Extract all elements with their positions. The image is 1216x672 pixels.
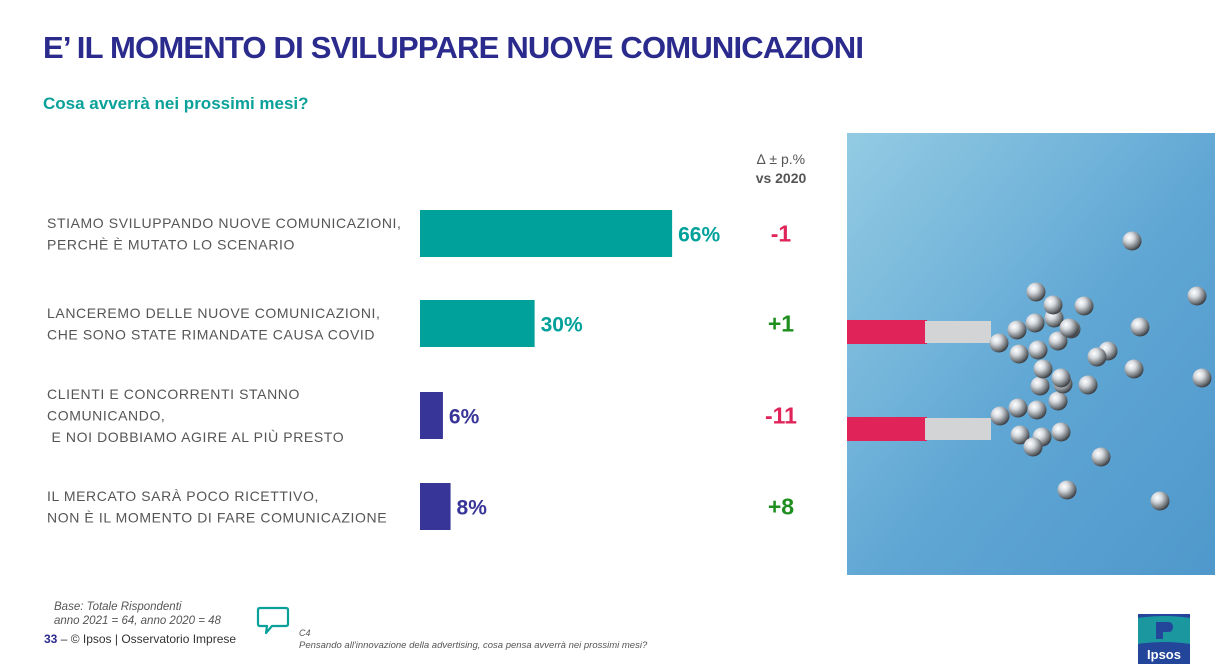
footer: 33 – © Ipsos | Osservatorio Imprese bbox=[44, 632, 236, 646]
metal-ball bbox=[1059, 318, 1079, 338]
magnet-photo bbox=[847, 133, 1215, 575]
metal-ball bbox=[1048, 331, 1068, 351]
delta-value: +8 bbox=[768, 494, 794, 520]
metal-ball bbox=[1007, 320, 1027, 340]
page-title: E’ IL MOMENTO DI SVILUPPARE NUOVE COMUNI… bbox=[43, 30, 864, 65]
metal-ball bbox=[1027, 400, 1047, 420]
metal-ball bbox=[1010, 425, 1030, 445]
category-label: IL MERCATO SARÀ POCO RICETTIVO, NON È IL … bbox=[47, 488, 387, 526]
delta-value: -1 bbox=[771, 221, 792, 247]
metal-ball bbox=[1023, 437, 1043, 457]
data-label: 6% bbox=[449, 406, 480, 429]
category-label: LANCEREMO DELLE NUOVE COMUNICAZIONI, CHE … bbox=[47, 305, 381, 343]
bar-chart: STIAMO SVILUPPANDO NUOVE COMUNICAZIONI, P… bbox=[47, 210, 797, 530]
metal-ball bbox=[1150, 491, 1170, 511]
base-note: Base: Totale Rispondenti anno 2021 = 64,… bbox=[54, 600, 221, 628]
ipsos-logo: Ipsos bbox=[1138, 614, 1190, 664]
category-label: STIAMO SVILUPPANDO NUOVE COMUNICAZIONI, P… bbox=[47, 215, 402, 253]
metal-ball bbox=[1057, 480, 1077, 500]
question-text: Pensando all'innovazione della advertisi… bbox=[299, 640, 648, 651]
metal-ball bbox=[1051, 422, 1071, 442]
metal-ball bbox=[1048, 391, 1068, 411]
data-label: 66% bbox=[678, 224, 720, 247]
base-line2: anno 2021 = 64, anno 2020 = 48 bbox=[54, 615, 221, 627]
metal-ball bbox=[1008, 398, 1028, 418]
metal-ball bbox=[1124, 359, 1144, 379]
logo-text: Ipsos bbox=[1147, 647, 1181, 662]
chart-subtitle: Cosa avverrà nei prossimi mesi? bbox=[43, 94, 309, 113]
metal-ball bbox=[990, 406, 1010, 426]
category-label: CLIENTI E CONCORRENTI STANNO COMUNICANDO,… bbox=[47, 386, 344, 445]
metal-ball bbox=[1033, 359, 1053, 379]
metal-ball bbox=[1030, 376, 1050, 396]
delta-value: -11 bbox=[765, 403, 797, 429]
speech-bubble-icon bbox=[256, 606, 290, 635]
bar bbox=[420, 300, 535, 347]
delta-header-line1: ∆ ± p.% bbox=[756, 151, 806, 167]
page-number: 33 bbox=[44, 632, 58, 646]
metal-ball bbox=[1009, 344, 1029, 364]
data-label: 8% bbox=[457, 497, 488, 520]
metal-ball bbox=[1051, 368, 1071, 388]
metal-ball bbox=[989, 333, 1009, 353]
footer-dash: – bbox=[57, 632, 71, 646]
data-label: 30% bbox=[541, 314, 583, 337]
base-line1: Base: Totale Rispondenti bbox=[54, 601, 182, 613]
metal-ball bbox=[1043, 295, 1063, 315]
delta-value: +1 bbox=[768, 311, 794, 337]
metal-ball bbox=[1087, 347, 1107, 367]
metal-ball bbox=[1026, 282, 1046, 302]
metal-ball bbox=[1074, 296, 1094, 316]
metal-ball bbox=[1122, 231, 1142, 251]
metal-ball bbox=[1078, 375, 1098, 395]
copyright: © Ipsos | Osservatorio Imprese bbox=[70, 632, 237, 646]
metal-ball bbox=[1192, 368, 1212, 388]
metal-ball bbox=[1130, 317, 1150, 337]
delta-header-line2: vs 2020 bbox=[755, 170, 807, 186]
question-code: C4 bbox=[299, 628, 311, 638]
metal-ball bbox=[1025, 313, 1045, 333]
bar bbox=[420, 210, 673, 257]
metal-ball bbox=[1187, 286, 1207, 306]
delta-column-header: ∆ ± p.% vs 2020 bbox=[738, 150, 824, 188]
bar bbox=[420, 483, 451, 530]
metal-ball bbox=[1028, 340, 1048, 360]
metal-ball bbox=[1091, 447, 1111, 467]
bar bbox=[420, 392, 443, 439]
